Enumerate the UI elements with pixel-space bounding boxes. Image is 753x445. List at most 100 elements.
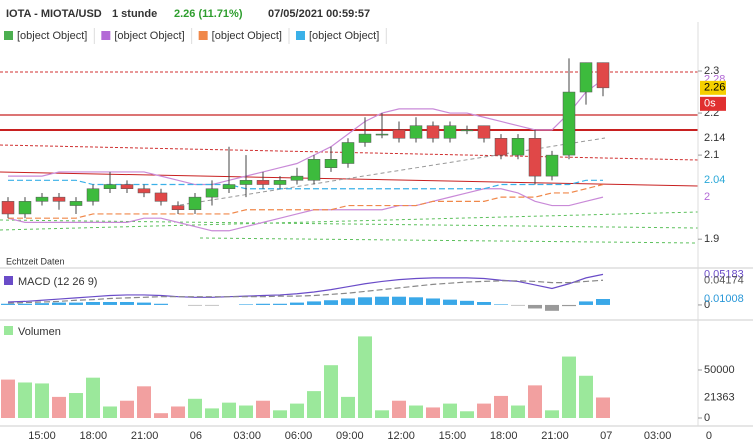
candle-body [460,129,474,132]
indicator-line [8,183,604,219]
volume-bar [409,405,423,418]
volume-bar [137,386,151,418]
indicator-line [7,279,604,304]
datetime: 07/05/2021 00:59:57 [268,8,370,20]
candle-body [511,138,525,156]
volume-bar [120,400,134,418]
candle-body [562,91,576,156]
histogram-bar [375,296,389,305]
y-tick-label: 1.9 [704,233,719,245]
legend-entry: [object Object] [17,30,87,42]
histogram-bar [528,304,542,309]
histogram-bar [494,304,508,305]
candle-body [86,188,100,202]
x-tick-label: 15:00 [439,430,467,442]
volume-bar [18,382,32,418]
y-tick-label: 2.1 [704,149,719,161]
histogram-bar [443,299,457,305]
x-tick-label: 07 [600,430,612,442]
histogram-bar [409,297,423,305]
volume-bar [222,402,236,418]
price-tag: 2.26 [704,82,725,94]
price-tag: 0.05183 [704,268,744,280]
drawings [0,71,699,244]
note: Echtzeit Daten [6,256,65,266]
candle-body [409,125,423,139]
volume-bar [545,410,559,418]
legend-swatch [4,276,13,285]
legend-swatch [198,31,208,40]
x-tick-label: 18:00 [80,430,108,442]
histogram-bar [256,303,270,305]
candle-body [222,184,236,189]
candle-body [273,180,287,185]
volume-bar [103,406,117,418]
volume-bar [375,410,389,418]
candle-body [1,201,15,215]
x-tick-label: 06 [190,430,202,442]
volume-bar [171,406,185,418]
volume-bar [460,411,474,418]
x-tick-label: 03:00 [233,430,261,442]
candle-body [35,196,49,202]
histogram-bar [137,302,151,305]
volume-bar [273,410,287,418]
candle-body [52,196,66,202]
candle-body [120,184,134,189]
histogram-bar [188,304,202,306]
price-tag: 0.04174 [704,274,744,286]
histogram-bar [341,298,355,305]
histogram-bar [307,301,321,305]
volume-bar [358,336,372,418]
volume-bar [52,396,66,418]
histogram-bar [545,304,559,311]
histogram-bar [358,297,372,305]
symbol: IOTA - MIOTA/USD [6,8,102,20]
countdown: 0s [704,98,716,110]
histogram-bar [562,304,576,307]
indicator-line [8,78,604,186]
indicator-line [7,188,604,232]
price-tag: 2 [704,191,710,203]
histogram-bar [69,302,83,305]
drawn-line [0,219,699,229]
volume-bar [494,395,508,418]
candle-body [477,125,491,139]
candle-body [69,201,83,206]
histogram-bar [52,302,66,305]
candle-body [171,205,185,211]
volume-bar [477,403,491,418]
candle-body [392,129,406,139]
volume-bar [290,403,304,418]
histogram-bar [596,299,610,305]
change: 2.26 (11.71%) [174,8,243,20]
histogram-bar [426,298,440,305]
volume-bar [86,377,100,418]
candle-body [154,192,168,202]
drawn-line [0,211,699,231]
histogram-bar [1,303,15,305]
x-tick-label: 0 [706,430,712,442]
interval: 1 stunde [112,8,157,20]
countdown-bg [700,96,726,111]
candle-body [324,159,338,168]
histogram-bar [18,303,32,305]
volume-bar [1,379,15,418]
histogram-bar [103,302,117,305]
histogram-bar [154,303,168,305]
candle-body [256,180,270,185]
volume-bar [426,407,440,418]
volume-bar [579,375,593,418]
candle-body [307,159,321,181]
candle-body [341,142,355,164]
volume-bar [35,383,49,418]
volume-bar [511,405,525,418]
volume-bar [69,393,83,418]
candle-body [579,62,593,93]
legend-entry: [object Object] [309,30,379,42]
volume-bar [239,405,253,418]
histogram-bar [477,302,491,305]
drawn-line [199,237,699,244]
histogram-bar [205,304,219,306]
